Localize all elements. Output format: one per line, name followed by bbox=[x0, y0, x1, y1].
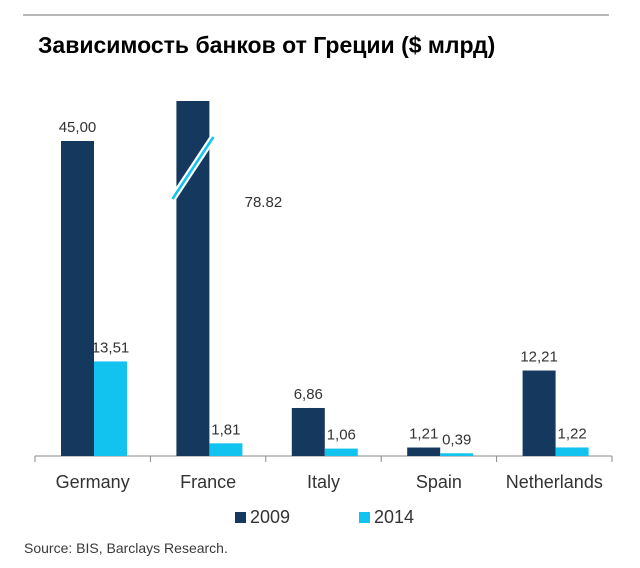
data-label-2014-netherlands: 1,22 bbox=[557, 425, 586, 442]
bar-2014-france bbox=[209, 443, 243, 456]
data-label-2014-spain: 0,39 bbox=[442, 431, 471, 448]
bar-2009-spain bbox=[407, 447, 441, 456]
data-label-2009-spain: 1,21 bbox=[409, 426, 438, 443]
bar-2014-germany bbox=[94, 361, 127, 456]
category-label-italy: Italy bbox=[307, 472, 340, 492]
data-label-2009-france: 78.82 bbox=[245, 194, 283, 211]
data-label-2014-germany: 13,51 bbox=[92, 339, 130, 356]
bar-2009-france bbox=[176, 101, 210, 456]
bar-2014-spain bbox=[440, 453, 474, 456]
category-label-spain: Spain bbox=[416, 472, 462, 492]
bar-2009-netherlands bbox=[522, 370, 556, 456]
legend-label-2014: 2014 bbox=[374, 507, 414, 527]
data-label-2009-germany: 45,00 bbox=[59, 119, 97, 136]
legend-label-2009: 2009 bbox=[250, 507, 290, 527]
data-label-2014-italy: 1,06 bbox=[327, 427, 356, 444]
source-note: Source: BIS, Barclays Research. bbox=[24, 540, 228, 556]
data-label-2009-italy: 6,86 bbox=[294, 386, 323, 403]
legend-swatch-2014 bbox=[359, 512, 370, 523]
bar-2014-netherlands bbox=[555, 447, 589, 456]
data-label-2009-netherlands: 12,21 bbox=[520, 349, 558, 366]
category-label-germany: Germany bbox=[56, 472, 130, 492]
top-rule bbox=[23, 14, 609, 16]
legend-swatch-2009 bbox=[235, 512, 246, 523]
data-label-2014-france: 1,81 bbox=[211, 421, 240, 438]
bar-2009-italy bbox=[291, 407, 325, 456]
bar-2014-italy bbox=[324, 448, 358, 456]
bar-2009-germany bbox=[61, 141, 94, 456]
axis-break-line bbox=[171, 136, 215, 200]
category-label-netherlands: Netherlands bbox=[506, 472, 603, 492]
category-label-france: France bbox=[180, 472, 236, 492]
chart-title: Зависимость банков от Греции ($ млрд) bbox=[38, 32, 496, 58]
